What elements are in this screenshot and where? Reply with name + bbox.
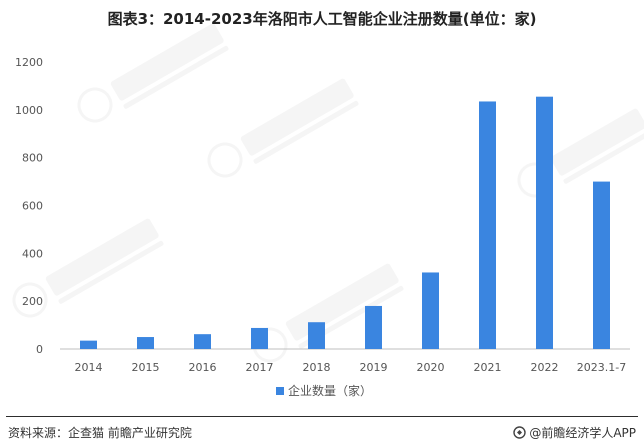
x-tick-label: 2019 xyxy=(360,361,388,374)
bar-2015 xyxy=(137,337,154,349)
x-tick-label: 2018 xyxy=(303,361,331,374)
y-tick-label: 800 xyxy=(22,152,43,165)
chart-title: 图表3：2014-2023年洛阳市人工智能企业注册数量(单位：家) xyxy=(107,10,537,28)
bar-2022 xyxy=(536,96,553,349)
x-tick-label: 2015 xyxy=(132,361,160,374)
source-note: 资料来源：企查猫 前瞻产业研究院 xyxy=(8,426,192,440)
y-tick-label: 1000 xyxy=(15,104,43,117)
x-axis-ticks: 2014 2015 2016 2017 2018 2019 2020 2021 2022 2023… xyxy=(75,361,627,374)
brand: @前瞻经济学人APP xyxy=(513,424,636,441)
x-tick-label: 2021 xyxy=(474,361,502,374)
bar-2014 xyxy=(80,340,97,349)
bar-2018 xyxy=(308,322,325,349)
x-tick-label: 2014 xyxy=(75,361,103,374)
x-tick-label: 2020 xyxy=(417,361,445,374)
y-tick-label: 200 xyxy=(22,295,43,308)
y-tick-label: 0 xyxy=(36,343,43,356)
bar-2019 xyxy=(365,305,382,349)
y-axis-ticks: 0 200 400 600 800 1000 1200 xyxy=(15,56,43,356)
y-tick-label: 1200 xyxy=(15,56,43,69)
bar-2021 xyxy=(479,101,496,350)
bar-2016 xyxy=(194,334,211,349)
legend-label: 企业数量（家） xyxy=(288,383,372,398)
x-tick-label: 2017 xyxy=(246,361,274,374)
x-tick-label: 2023.1-7 xyxy=(577,361,626,374)
brand-label: @前瞻经济学人APP xyxy=(529,426,636,440)
bar-2023.1-7 xyxy=(593,181,610,349)
x-tick-label: 2016 xyxy=(189,361,217,374)
legend: 企业数量（家） xyxy=(276,383,372,398)
footer-divider xyxy=(6,416,638,417)
y-tick-label: 400 xyxy=(22,247,43,260)
bar-2017 xyxy=(251,327,268,349)
bar-2020 xyxy=(422,272,439,349)
footer: 资料来源：企查猫 前瞻产业研究院 @前瞻经济学人APP xyxy=(0,412,644,446)
y-tick-label: 600 xyxy=(22,200,43,213)
x-tick-label: 2022 xyxy=(531,361,559,374)
legend-swatch xyxy=(276,387,284,395)
bar-series xyxy=(80,96,610,350)
qianzhan-logo-icon xyxy=(513,426,527,439)
